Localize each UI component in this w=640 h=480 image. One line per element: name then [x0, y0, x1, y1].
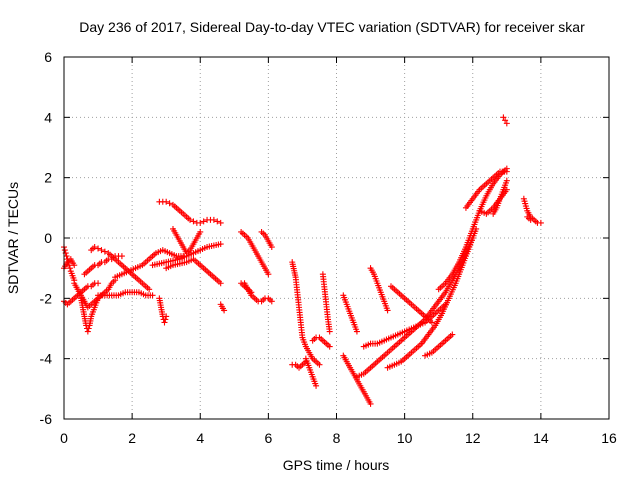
- data-point: [316, 361, 323, 368]
- data-point: [217, 280, 224, 287]
- data-point: [95, 280, 102, 287]
- axis-ticks: 0 2 4 6 8 10 12 14 16 -6 -4 -2 0 2 4 6: [40, 49, 617, 446]
- x-tick-label: 2: [128, 430, 136, 446]
- grid-layer: [64, 57, 609, 419]
- data-point: [190, 218, 197, 225]
- x-tick-label: 16: [601, 430, 617, 446]
- data-point: [197, 219, 204, 226]
- y-tick-label: -4: [40, 351, 53, 367]
- x-axis-label: GPS time / hours: [283, 457, 390, 473]
- data-point: [161, 319, 168, 326]
- data-point: [118, 253, 125, 260]
- data-point: [85, 325, 92, 332]
- data-point: [98, 247, 105, 254]
- data-point: [268, 244, 275, 251]
- data-point: [61, 247, 68, 254]
- data-point: [326, 328, 333, 335]
- y-tick-label: 4: [44, 109, 52, 125]
- data-point: [313, 382, 320, 389]
- data-point: [367, 400, 374, 407]
- y-tick-label: -2: [40, 290, 53, 306]
- x-tick-label: 10: [397, 430, 413, 446]
- data-point: [217, 219, 224, 226]
- data-point: [268, 298, 275, 305]
- y-tick-label: -6: [40, 411, 53, 427]
- data-point: [210, 216, 217, 223]
- data-point: [503, 120, 510, 127]
- y-tick-label: 6: [44, 49, 52, 65]
- data-point: [146, 286, 153, 293]
- data-point: [500, 114, 507, 121]
- data-point: [527, 216, 534, 223]
- data-point: [265, 271, 272, 278]
- data-point: [71, 262, 78, 269]
- data-point: [91, 244, 98, 251]
- x-tick-label: 14: [533, 430, 549, 446]
- y-axis-label: SDTVAR / TECUs: [5, 182, 21, 294]
- data-point: [149, 292, 156, 299]
- y-tick-label: 0: [44, 230, 52, 246]
- data-point: [221, 307, 228, 314]
- data-point: [200, 218, 207, 225]
- x-tick-label: 0: [60, 430, 68, 446]
- data-point: [166, 200, 173, 207]
- data-point: [214, 218, 221, 225]
- data-point: [449, 331, 456, 338]
- data-point: [384, 307, 391, 314]
- data-point: [503, 168, 510, 175]
- x-tick-label: 12: [465, 430, 481, 446]
- data-points: [61, 114, 544, 407]
- data-point: [217, 241, 224, 248]
- data-point: [63, 253, 70, 260]
- data-point: [428, 319, 435, 326]
- data-point: [163, 313, 170, 320]
- y-tick-label: 2: [44, 170, 52, 186]
- data-point: [502, 117, 509, 124]
- data-point: [503, 177, 510, 184]
- data-point: [187, 216, 194, 223]
- data-point: [353, 328, 360, 335]
- data-point: [248, 289, 255, 296]
- data-point: [537, 219, 544, 226]
- data-point: [66, 265, 73, 272]
- data-point: [101, 248, 108, 255]
- data-point: [326, 343, 333, 350]
- x-tick-label: 8: [333, 430, 341, 446]
- data-point: [197, 228, 204, 235]
- data-point: [163, 198, 170, 205]
- data-point: [162, 316, 169, 323]
- data-point: [95, 245, 102, 252]
- x-tick-label: 6: [264, 430, 272, 446]
- x-tick-label: 4: [196, 430, 204, 446]
- chart-title: Day 236 of 2017, Sidereal Day-to-day VTE…: [79, 19, 585, 35]
- data-point: [84, 328, 91, 335]
